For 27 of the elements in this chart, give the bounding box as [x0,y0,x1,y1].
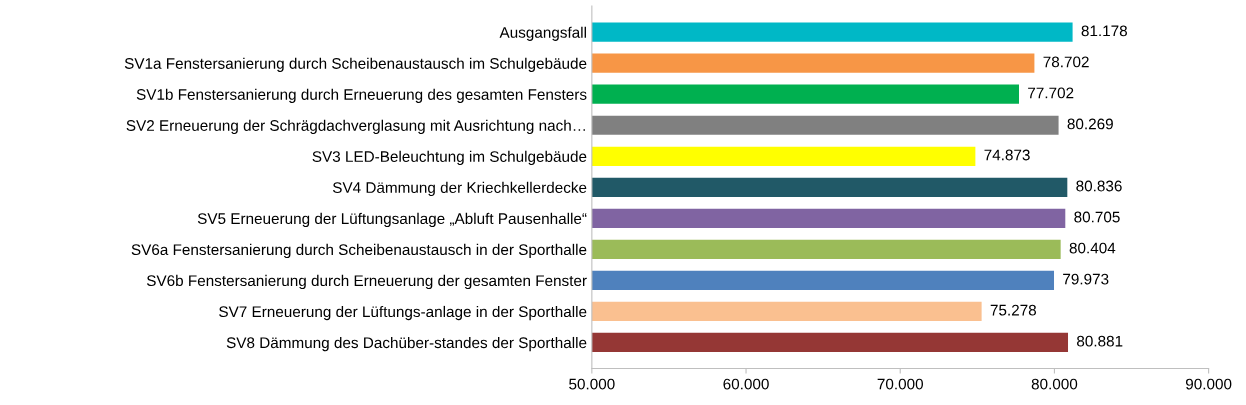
x-tick-label: 80.000 [1031,378,1078,390]
y-tick-label: SV7 Erneuerung der Lüftungs-anlage in der Sporthalle [219,305,587,321]
y-tick-label: SV8 Dämmung des Dachüber-standes der Sporthalle [226,336,587,352]
x-tick-label: 50.000 [569,378,615,390]
x-tick-label: 60.000 [723,378,769,390]
data-label: 77.702 [1028,87,1074,99]
x-tick-label: 70.000 [877,378,923,390]
data-label: 78.702 [1043,56,1089,68]
y-tick-label: SV1b Fenstersanierung durch Erneuerung des gesamten Fensters [136,88,587,103]
y-tick-label: SV6b Fenstersanierung durch Erneuerung der gesamten Fenster [146,274,587,290]
y-tick-label: SV3 LED-Beleuchtung im Schulgebäude [312,150,587,165]
y-tick-label: SV6a Fenstersanierung durch Scheibenaustausch in der Sporthalle [131,243,587,259]
data-label: 80.269 [1067,118,1113,130]
y-tick-label: SV2 Erneuerung der Schrägdachverglasung mit Ausrichtung nach… [126,119,585,134]
data-label: 79.973 [1063,273,1109,285]
data-label: 80.404 [1069,242,1116,254]
data-label: 75.278 [990,304,1037,316]
y-tick-label: SV5 Erneuerung der Lüftungsanlage „Abluft Pausenhalle“ [197,212,587,228]
y-tick-label: SV1a Fenstersanierung durch Scheibenaustausch im Schulgebäude [124,57,587,72]
data-label: 80.836 [1076,180,1122,192]
y-tick-label: SV4 Dämmung der Kriechkellerdecke [332,181,587,197]
data-label: 80.705 [1074,211,1120,223]
x-tick-label: 90.000 [1185,378,1232,390]
data-label: 80.881 [1077,335,1123,347]
data-label: 74.873 [984,149,1030,161]
data-label: 81.178 [1081,25,1127,37]
y-tick-label: Ausgangsfall [499,26,586,41]
